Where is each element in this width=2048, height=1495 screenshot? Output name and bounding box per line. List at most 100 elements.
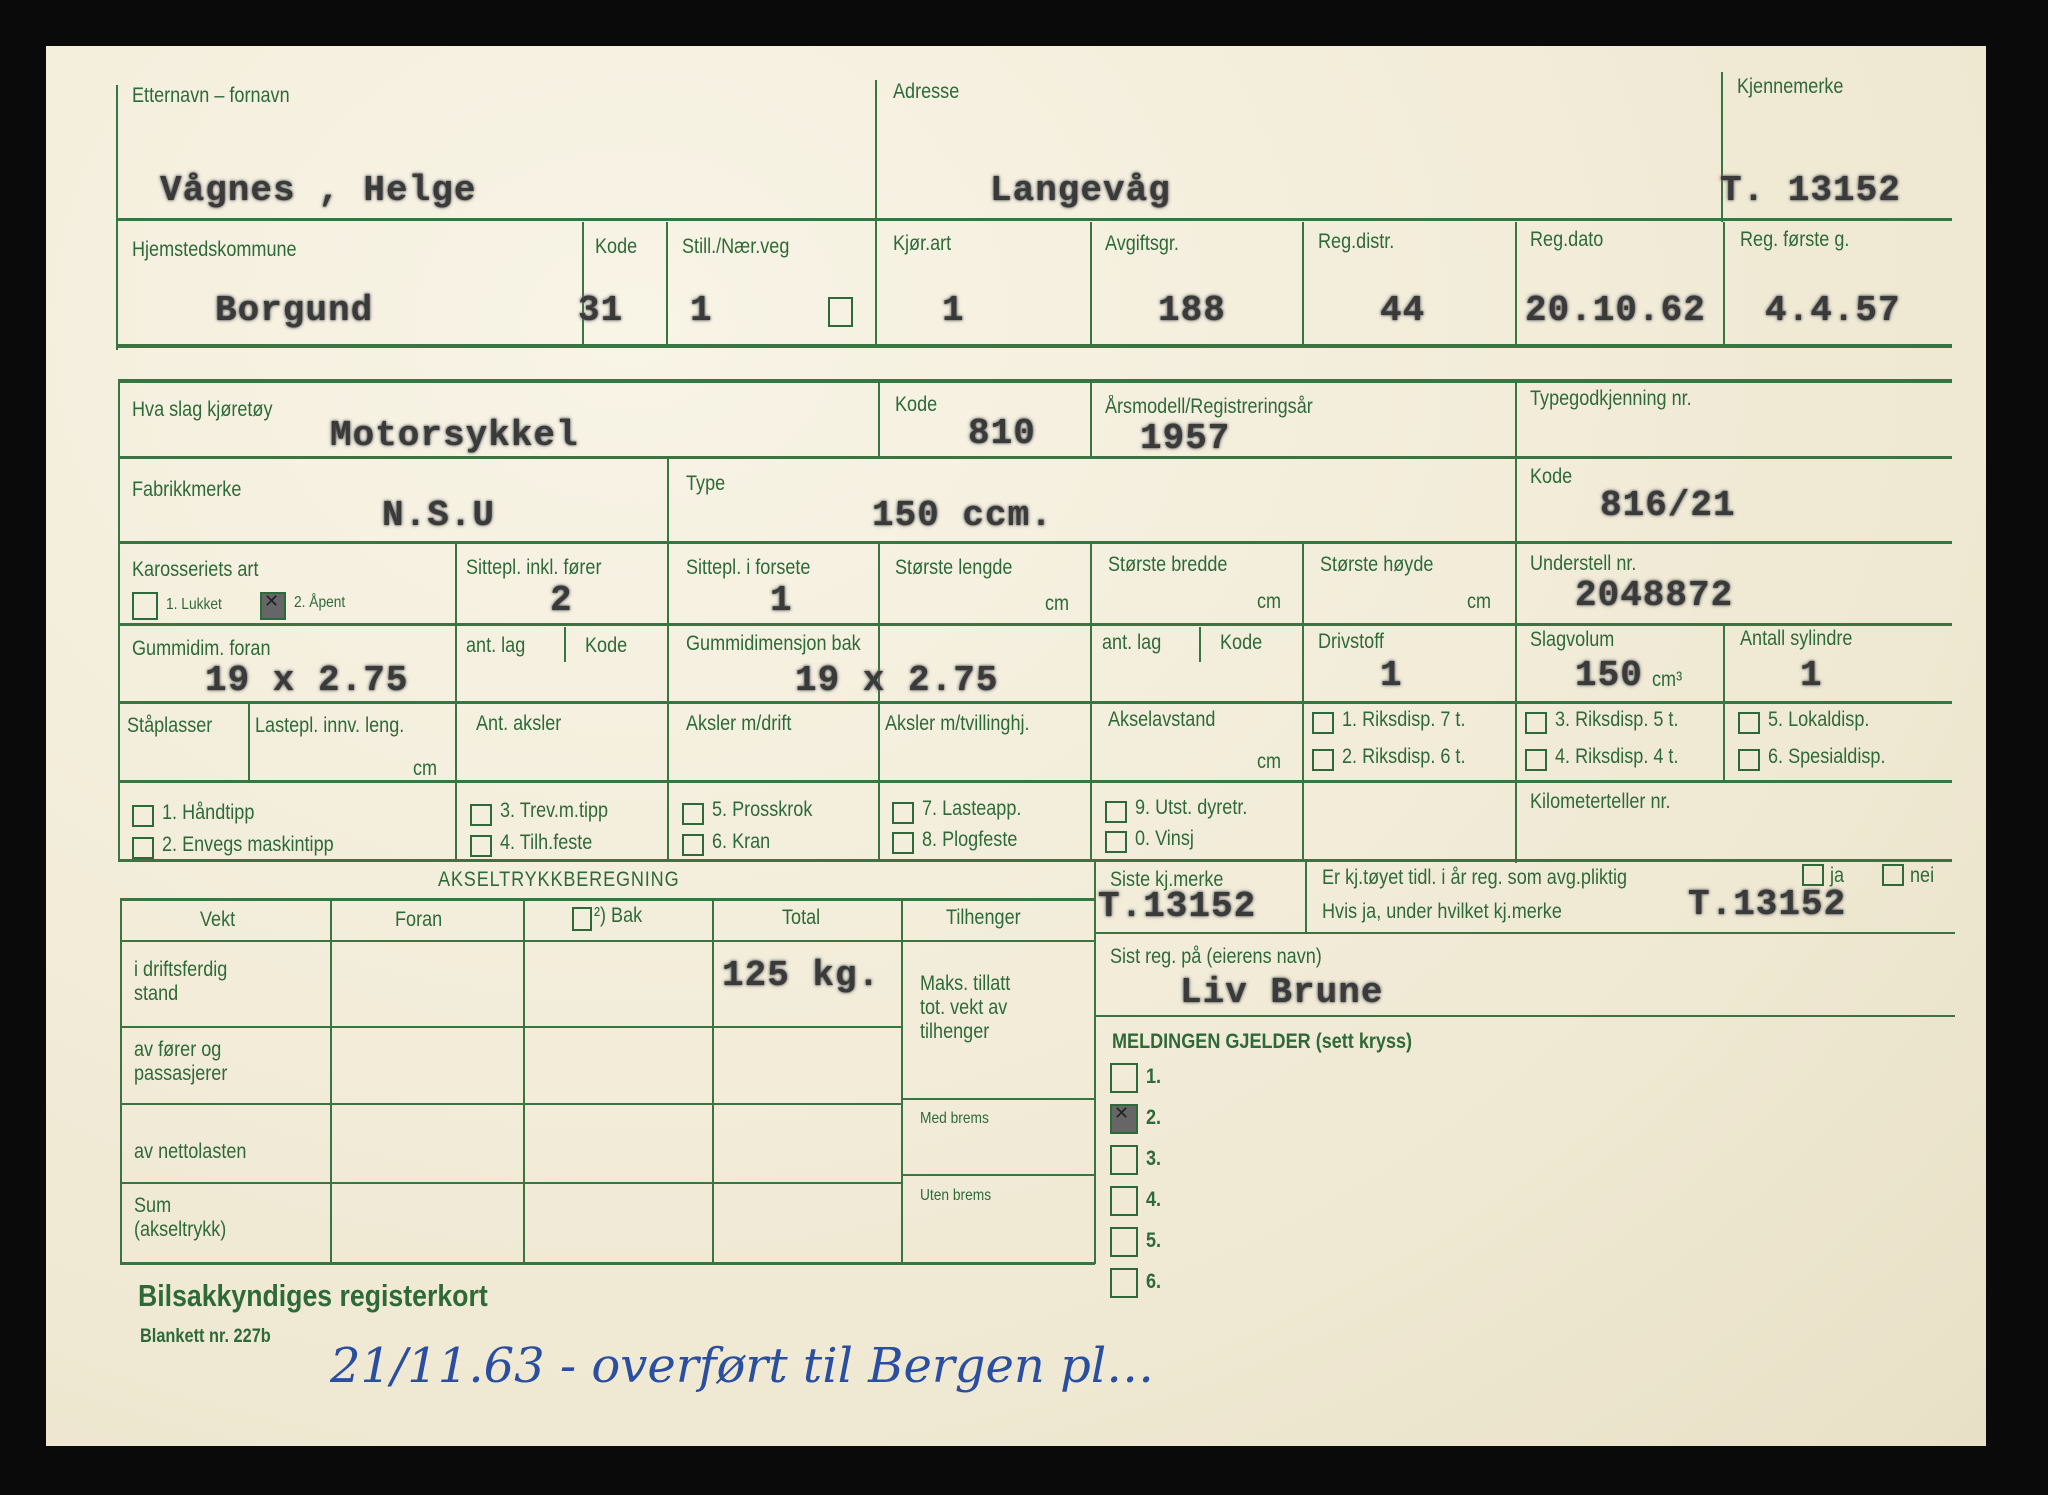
message-option-2-checkbox[interactable]	[1110, 1103, 1138, 1134]
displacement-label: Slagvolum	[1530, 628, 1615, 651]
avgift-label: Avgiftsgr.	[1105, 232, 1179, 255]
col-trailer: Tilhenger	[946, 906, 1021, 929]
seats-label: Sittepl. inkl. fører	[466, 556, 602, 579]
kind-label: Hva slag kjøretøy	[132, 398, 273, 421]
equip-5-checkbox[interactable]	[682, 803, 704, 825]
equip-3-checkbox[interactable]	[470, 804, 492, 826]
equip-2-checkbox[interactable]	[132, 837, 154, 859]
lokaldisp-checkbox[interactable]	[1738, 712, 1760, 734]
equip-4-label: 4. Tilh.feste	[500, 831, 593, 854]
cargo-label: Lastepl. innv. leng.	[255, 714, 405, 737]
type-label: Type	[686, 472, 726, 495]
municipality: Borgund	[215, 290, 374, 331]
regdistr-label: Reg.distr.	[1318, 230, 1395, 253]
spesialdisp-label: 6. Spesialdisp.	[1768, 745, 1886, 768]
equip-6-checkbox[interactable]	[682, 834, 704, 856]
col-weight: Vekt	[200, 908, 236, 931]
message-option-1-checkbox[interactable]	[1110, 1063, 1138, 1093]
last-plate: T.13152	[1098, 886, 1257, 927]
height-unit: cm	[1467, 590, 1492, 613]
riksdisp-3-label: 3. Riksdisp. 5 t.	[1555, 708, 1679, 731]
equip-0-label: 0. Vinsj	[1135, 827, 1194, 850]
riksdisp-3-checkbox[interactable]	[1525, 712, 1547, 734]
riksdisp-4-checkbox[interactable]	[1525, 749, 1547, 771]
equip-7-label: 7. Lasteapp.	[922, 797, 1022, 820]
owner-name: Vågnes , Helge	[160, 170, 477, 211]
which-plate: T.13152	[1688, 884, 1847, 925]
equip-4-checkbox[interactable]	[470, 835, 492, 857]
message-option-6-label: 6.	[1146, 1270, 1162, 1293]
message-option-3-label: 3.	[1146, 1147, 1162, 1170]
displacement-unit: cm³	[1652, 668, 1683, 691]
which-plate-label: Hvis ja, under hvilket kj.merke	[1322, 900, 1562, 923]
riksdisp-1-label: 1. Riksdisp. 7 t.	[1342, 708, 1466, 731]
message-option-5-label: 5.	[1146, 1229, 1162, 1252]
kind-code-label: Kode	[895, 393, 938, 416]
riksdisp-2-checkbox[interactable]	[1312, 749, 1334, 771]
equip-1-checkbox[interactable]	[132, 805, 154, 827]
message-option-1-label: 1.	[1146, 1065, 1162, 1088]
model-year: 1957	[1140, 418, 1231, 459]
kind-code: 810	[968, 413, 1036, 454]
still-checkbox[interactable]	[828, 297, 853, 327]
type-approval-label: Typegodkjenning nr.	[1530, 387, 1692, 410]
ja-label: ja	[1830, 864, 1845, 887]
front-code-label: Kode	[585, 634, 628, 657]
odometer-label: Kilometerteller nr.	[1530, 790, 1671, 813]
handwritten-note: 21/11.63 - overført til Bergen pl…	[330, 1338, 1155, 1394]
equip-9-label: 9. Utst. dyretr.	[1135, 796, 1248, 819]
nei-checkbox[interactable]	[1882, 864, 1904, 886]
prev-owner-label: Sist reg. på (eierens navn)	[1110, 945, 1322, 968]
regdato-label: Reg.dato	[1530, 228, 1604, 251]
message-option-6-checkbox[interactable]	[1110, 1268, 1138, 1298]
body-open-label: 2. Åpent	[294, 594, 346, 611]
rear-code-label: Kode	[1220, 631, 1263, 654]
rear-checkbox[interactable]	[572, 907, 592, 931]
body-open-checkbox[interactable]	[260, 591, 286, 620]
row-sum: Sum (akseltrykk)	[134, 1194, 227, 1241]
riksdisp-1-checkbox[interactable]	[1312, 712, 1334, 734]
message-option-3-checkbox[interactable]	[1110, 1145, 1138, 1175]
municipality-code: 31	[578, 290, 624, 331]
without-brake-label: Uten brems	[920, 1187, 992, 1204]
standing-label: Ståplasser	[127, 714, 213, 737]
with-brake-label: Med brems	[920, 1110, 989, 1127]
message-option-5-checkbox[interactable]	[1110, 1227, 1138, 1257]
message-option-4-label: 4.	[1146, 1188, 1162, 1211]
name-label: Etternavn – fornavn	[132, 84, 290, 107]
forste-label: Reg. første g.	[1740, 228, 1850, 251]
equip-7-checkbox[interactable]	[892, 802, 914, 824]
equip-0-checkbox[interactable]	[1105, 831, 1127, 853]
message-option-4-checkbox[interactable]	[1110, 1186, 1138, 1216]
regdato-value: 20.10.62	[1525, 290, 1706, 331]
front-seats-value: 1	[770, 580, 793, 621]
axles-label: Ant. aksler	[476, 712, 562, 735]
cargo-unit: cm	[413, 757, 438, 780]
type-code: 816/21	[1600, 485, 1736, 526]
form-number: Blankett nr. 227b	[140, 1326, 271, 1347]
still-value: 1	[690, 290, 713, 331]
address-label: Adresse	[893, 80, 960, 103]
vehicle-type: 150 ccm.	[872, 495, 1053, 536]
equip-9-checkbox[interactable]	[1105, 801, 1127, 823]
spesialdisp-checkbox[interactable]	[1738, 749, 1760, 771]
ja-checkbox[interactable]	[1802, 864, 1824, 886]
equip-8-label: 8. Plogfeste	[922, 828, 1018, 851]
lokaldisp-label: 5. Lokaldisp.	[1768, 708, 1870, 731]
tire-front-label: Gummidim. foran	[132, 637, 271, 660]
chassis-number: 2048872	[1575, 575, 1734, 616]
wheelbase-unit: cm	[1257, 750, 1282, 773]
equip-8-checkbox[interactable]	[892, 832, 914, 854]
fuel-label: Drivstoff	[1318, 630, 1384, 653]
equip-6-label: 6. Kran	[712, 830, 771, 853]
height-label: Største høyde	[1320, 553, 1434, 576]
prev-owner: Liv Brune	[1180, 972, 1384, 1013]
row-net: av nettolasten	[134, 1140, 247, 1163]
kjorart-label: Kjør.art	[893, 232, 952, 255]
body-closed-checkbox[interactable]	[132, 592, 158, 620]
equip-1-label: 1. Håndtipp	[162, 801, 255, 824]
displacement-value: 150	[1575, 655, 1643, 696]
regdistr-value: 44	[1380, 290, 1426, 331]
body-label: Karosseriets art	[132, 558, 259, 581]
